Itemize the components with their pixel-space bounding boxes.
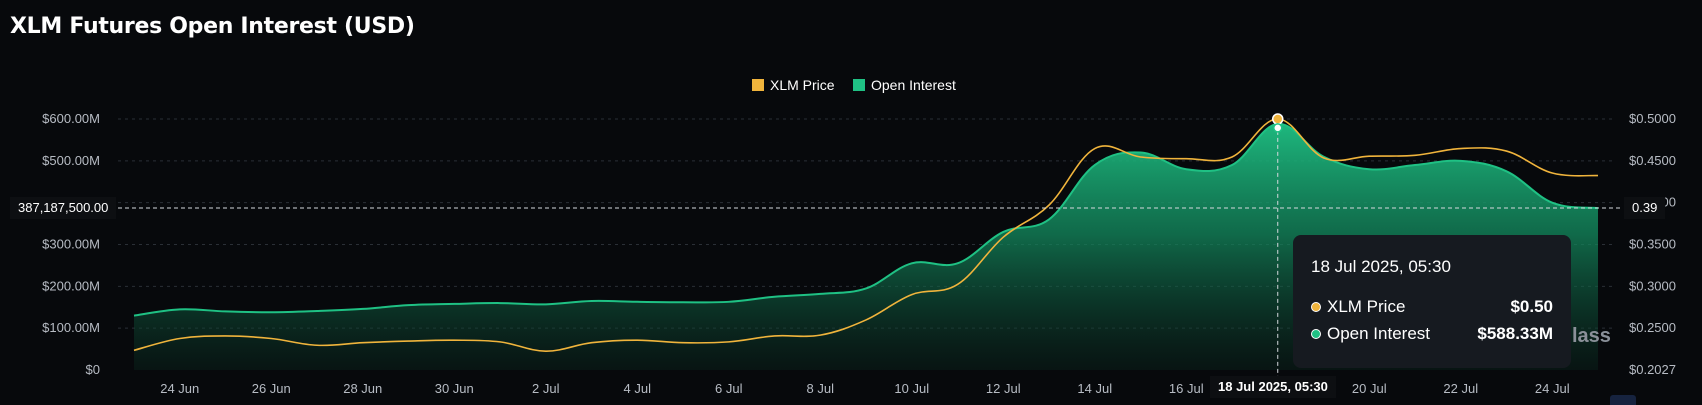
x-tick-label: 20 Jul bbox=[1352, 381, 1387, 396]
x-tick-label: 24 Jul bbox=[1535, 381, 1570, 396]
legend-swatch bbox=[752, 79, 764, 91]
price-dot-icon bbox=[1311, 301, 1321, 312]
oi-hover-point bbox=[1273, 123, 1283, 133]
right-tick-label: $0.2027 bbox=[1629, 362, 1676, 377]
x-tick-label: 30 Jun bbox=[435, 381, 474, 396]
right-axis: $0.2027$0.2500$0.3000$0.3500$0.4000$0.45… bbox=[1629, 111, 1676, 377]
crosshair-date-label: 18 Jul 2025, 05:30 bbox=[1210, 376, 1336, 398]
tooltip: 18 Jul 2025, 05:30 XLM Price $0.50 Open … bbox=[1293, 235, 1571, 368]
tooltip-date: 18 Jul 2025, 05:30 bbox=[1311, 257, 1451, 276]
left-tick-label: $100.00M bbox=[42, 320, 100, 335]
x-tick-label: 26 Jun bbox=[252, 381, 291, 396]
left-tick-label: $0 bbox=[86, 362, 100, 377]
left-tick-label: $200.00M bbox=[42, 278, 100, 293]
x-tick-label: 8 Jul bbox=[807, 381, 835, 396]
right-tick-label: $0.5000 bbox=[1629, 111, 1676, 126]
tooltip-row-price: XLM Price $0.50 bbox=[1311, 293, 1553, 320]
corner-badge[interactable] bbox=[1610, 395, 1636, 405]
oi-dot-icon bbox=[1311, 328, 1321, 339]
right-tick-label: $0.2500 bbox=[1629, 320, 1676, 335]
right-tick-label: $0.3500 bbox=[1629, 237, 1676, 252]
left-tick-label: $500.00M bbox=[42, 153, 100, 168]
tooltip-row-name: XLM Price bbox=[1327, 296, 1406, 316]
left-tick-label: $600.00M bbox=[42, 111, 100, 126]
left-axis: $0$100.00M$200.00M$300.00M$400.00M$500.0… bbox=[42, 111, 100, 377]
tooltip-row-value: $588.33M bbox=[1477, 323, 1553, 343]
xlm-price-line bbox=[133, 118, 1599, 352]
crosshair bbox=[118, 113, 1620, 376]
tooltip-row-value: $0.50 bbox=[1510, 296, 1553, 316]
x-tick-label: 24 Jun bbox=[160, 381, 199, 396]
x-tick-label: 16 Jul bbox=[1169, 381, 1204, 396]
open-interest-area bbox=[134, 123, 1598, 370]
left-tick-label: $300.00M bbox=[42, 237, 100, 252]
tooltip-row-name: Open Interest bbox=[1327, 323, 1431, 343]
x-tick-label: 4 Jul bbox=[624, 381, 652, 396]
open-interest-line bbox=[133, 122, 1599, 317]
tooltip-row-oi: Open Interest $588.33M bbox=[1311, 320, 1553, 347]
crosshair-right-value: 0.39 bbox=[1624, 197, 1666, 219]
watermark-text: lass bbox=[1572, 325, 1611, 347]
right-tick-label: $0.3000 bbox=[1629, 278, 1676, 293]
legend: XLM Price Open Interest bbox=[752, 77, 956, 93]
chart-title: XLM Futures Open Interest (USD) bbox=[10, 14, 415, 39]
x-tick-label: 6 Jul bbox=[715, 381, 743, 396]
price-hover-point bbox=[1272, 113, 1284, 125]
x-axis: 24 Jun 26 Jun 28 Jun 30 Jun 2 Jul 4 Jul 6 Jul 8… bbox=[160, 381, 1569, 396]
x-tick-label: 22 Jul bbox=[1443, 381, 1478, 396]
x-tick-label: 14 Jul bbox=[1077, 381, 1112, 396]
x-tick-label: 2 Jul bbox=[532, 381, 560, 396]
x-tick-label: 28 Jun bbox=[343, 381, 382, 396]
crosshair-left-value: 387,187,500.00 bbox=[10, 197, 117, 219]
legend-label: XLM Price bbox=[770, 77, 835, 93]
right-tick-label: $0.4500 bbox=[1629, 153, 1676, 168]
series-group bbox=[133, 118, 1599, 370]
x-tick-label: 12 Jul bbox=[986, 381, 1021, 396]
legend-label: Open Interest bbox=[871, 77, 956, 93]
legend-swatch bbox=[853, 79, 865, 91]
x-tick-label: 10 Jul bbox=[894, 381, 929, 396]
